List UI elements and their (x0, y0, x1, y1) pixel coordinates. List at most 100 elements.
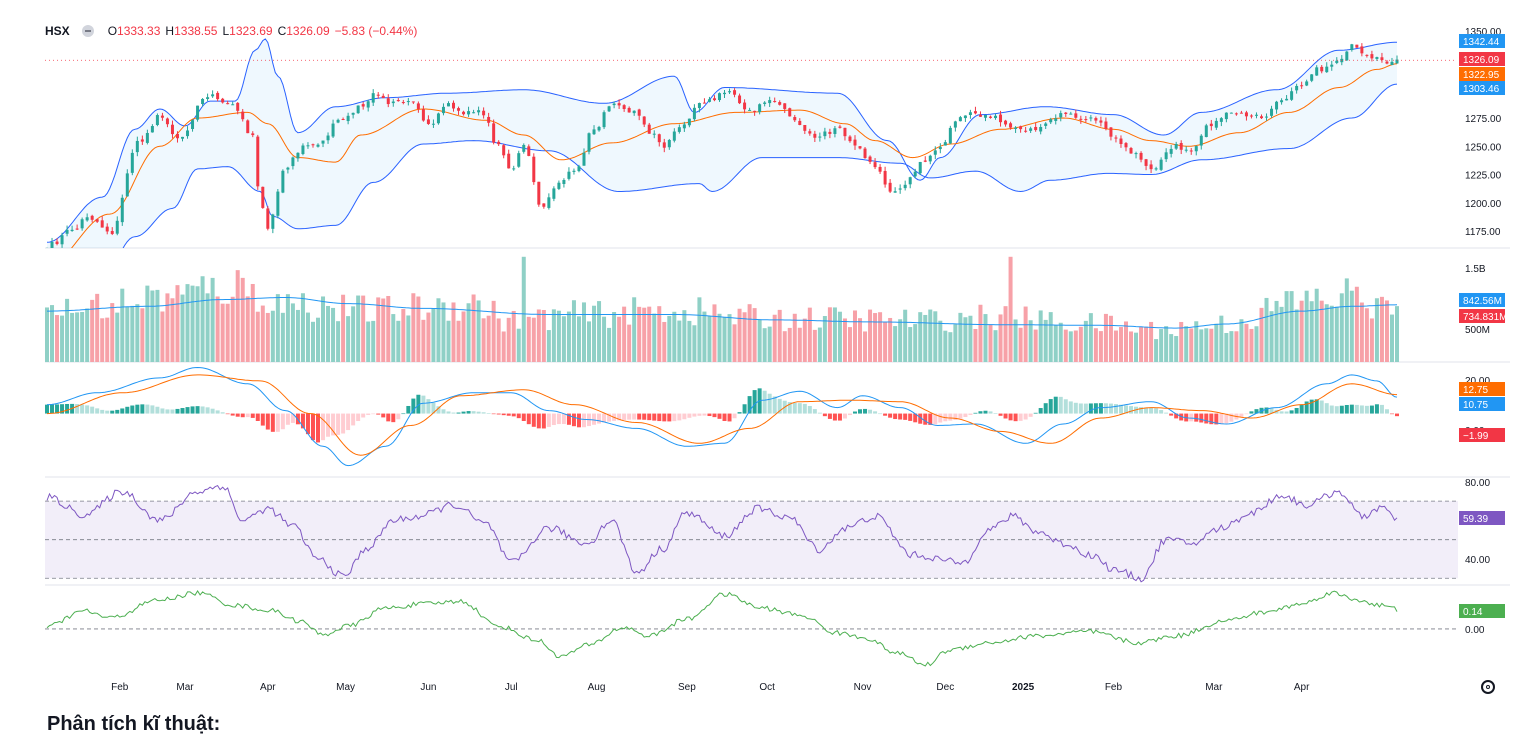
volume-bar (250, 283, 255, 362)
volume-bar (351, 306, 356, 362)
candle-body (236, 102, 240, 111)
candle (421, 105, 425, 122)
macd-histogram-bar (406, 405, 411, 414)
candle-body (973, 111, 977, 114)
candle (1330, 60, 1334, 71)
time-axis-label: Sep (678, 682, 696, 693)
volume-bar (220, 303, 225, 362)
candle-body (738, 95, 742, 104)
candle (110, 227, 114, 236)
macd-histogram-bar (682, 413, 687, 420)
macd-histogram-bar (501, 413, 506, 416)
volume-bar (431, 308, 436, 362)
macd-histogram-bar (321, 413, 326, 441)
macd-histogram-bar (702, 413, 707, 416)
candle-body (416, 103, 420, 109)
candle-body (1194, 146, 1198, 152)
rsi-tick-label: 40.00 (1465, 555, 1490, 566)
macd-histogram-bar (541, 413, 546, 429)
candle-body (828, 131, 832, 134)
candle-body (753, 110, 757, 112)
volume-bar (1063, 329, 1068, 362)
candle (537, 181, 541, 207)
candle-body (497, 141, 501, 145)
volume-bar (155, 289, 160, 362)
volume-bar (1334, 306, 1339, 362)
macd-histogram-bar (1088, 403, 1093, 414)
volume-bar (807, 307, 812, 362)
candle-body (1325, 66, 1329, 73)
volume-bar (1224, 332, 1229, 362)
volume-bar (647, 306, 652, 362)
candle-body (1365, 54, 1369, 56)
candle-body (632, 110, 636, 114)
macd-histogram-bar (1174, 413, 1179, 419)
macd-signal-line (46, 374, 1398, 456)
volume-bar (587, 321, 592, 362)
candle-body (562, 180, 566, 184)
candle (527, 144, 531, 157)
volume-bar (973, 328, 978, 362)
volume-bar (863, 331, 868, 362)
candle-body (221, 98, 225, 103)
candle-body (1224, 112, 1228, 120)
volume-bar (597, 301, 602, 362)
candle (1375, 56, 1379, 62)
macd-histogram-bar (652, 413, 657, 421)
candle-body (733, 90, 737, 95)
candle (918, 161, 922, 175)
volume-bar (270, 310, 275, 362)
volume-bar (501, 331, 506, 362)
candle-body (667, 139, 671, 148)
candle-body (1370, 54, 1374, 59)
candle (95, 218, 99, 223)
macd-histogram-bar (331, 413, 336, 436)
candle-body (622, 105, 626, 110)
candle-body (1044, 123, 1048, 126)
candle (783, 103, 787, 114)
macd-histogram-bar (1164, 412, 1169, 414)
candle-body (532, 156, 536, 183)
settings-gear-icon[interactable] (1481, 680, 1495, 694)
volume-bar (1344, 278, 1349, 362)
candle (356, 105, 360, 114)
candle-body (196, 105, 200, 120)
candle (467, 106, 471, 117)
macd-histogram-bar (205, 407, 210, 414)
candle (602, 110, 606, 130)
candle-body (1330, 64, 1334, 67)
volume-bar (1018, 327, 1023, 362)
candle-body (1164, 152, 1168, 160)
candle-body (577, 166, 581, 172)
candle (1059, 110, 1063, 122)
macd-histogram-bar (1384, 409, 1389, 414)
volume-bar (1199, 329, 1204, 362)
candle-body (452, 102, 456, 109)
candle-body (793, 117, 797, 121)
candle (326, 132, 330, 144)
candle-body (798, 120, 802, 125)
candle-body (477, 110, 481, 113)
candle (1009, 121, 1013, 130)
macd-histogram-bar (521, 413, 526, 421)
volume-bar (426, 312, 431, 362)
volume-bar (1324, 304, 1329, 362)
macd-histogram-bar (602, 413, 607, 423)
candle (758, 103, 762, 115)
price-tick-label: 1200.00 (1465, 199, 1502, 210)
candle-body (246, 120, 250, 134)
macd-histogram-bar (1204, 413, 1209, 424)
macd-histogram-bar (180, 408, 185, 414)
candle-body (908, 177, 912, 185)
hide-legend-icon[interactable] (81, 25, 94, 37)
volume-bar (837, 311, 842, 362)
candle (1049, 117, 1053, 125)
macd-histogram-bar (581, 413, 586, 428)
macd-histogram-bar (471, 411, 476, 414)
macd-histogram-bar (1108, 403, 1113, 414)
candle (401, 99, 405, 105)
candle-body (70, 229, 74, 231)
candle (426, 115, 430, 125)
price-tag-bg (1459, 52, 1505, 66)
